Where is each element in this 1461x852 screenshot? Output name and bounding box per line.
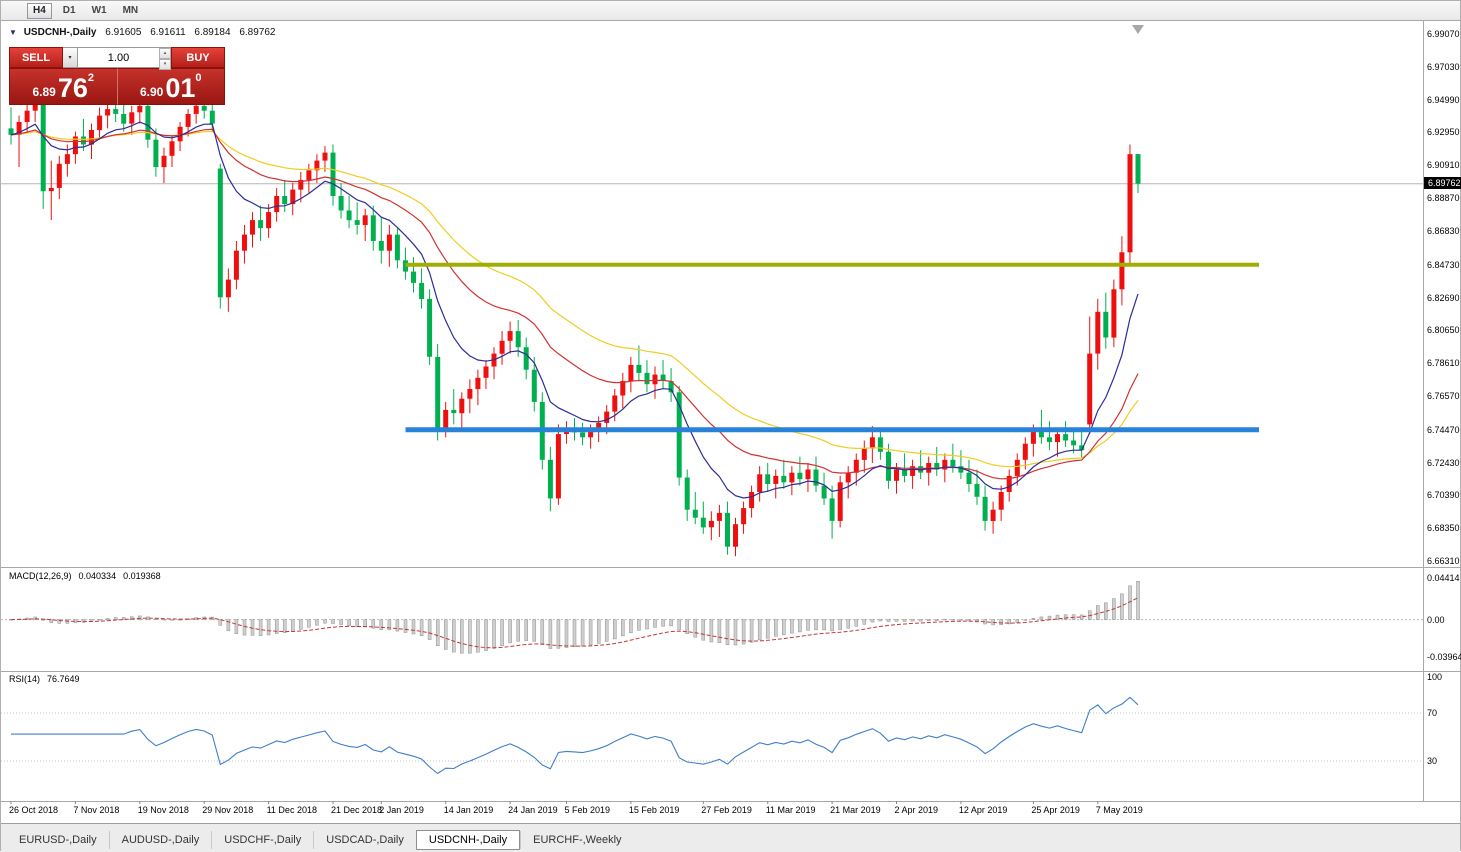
- chart-shift-marker-icon: [1132, 25, 1144, 34]
- chart-tab-eurusd-daily[interactable]: EURUSD-,Daily: [19, 834, 97, 846]
- sell-price-prefix: 6.89: [32, 85, 56, 99]
- one-click-trading-panel: SELL ▾ ▴ ▾ BUY 6.89 76 2 6.90 01 0: [9, 47, 225, 105]
- chart-title: ▼ USDCNH-,Daily 6.91605 6.91611 6.89184 …: [9, 27, 276, 38]
- chart-low-value: 6.89184: [194, 27, 231, 38]
- sell-price-sup: 2: [87, 72, 95, 84]
- one-click-collapse-icon[interactable]: ▼: [9, 28, 17, 37]
- rsi-value: 76.7649: [47, 674, 80, 684]
- chart-tab-bar: EURUSD-,Daily AUDUSD-,Daily USDCHF-,Daily U…: [1, 823, 1460, 852]
- volume-field-wrap: ▴ ▾: [78, 47, 171, 70]
- chart-tab-eurchf-weekly[interactable]: EURCHF-,Weekly: [520, 831, 633, 849]
- sell-price-big: 76: [57, 73, 88, 103]
- buy-price-button[interactable]: 6.90 01 0: [116, 68, 225, 105]
- macd-signal-value: 0.019368: [123, 571, 161, 581]
- price-panel-layer: [1, 25, 1423, 557]
- price-axis[interactable]: [1424, 21, 1461, 801]
- macd-panel-layer: [1, 581, 1423, 654]
- buy-price-big: 01: [165, 73, 196, 103]
- sell-button[interactable]: SELL: [9, 47, 63, 68]
- macd-main-value: 0.040334: [78, 571, 117, 581]
- chart-close-value: 6.89762: [239, 27, 276, 38]
- macd-signal-line: [10, 597, 1139, 649]
- date-axis[interactable]: [1, 802, 1423, 822]
- chart-tab-usdcnh-daily[interactable]: USDCNH-,Daily: [415, 830, 521, 850]
- volume-dropdown-button[interactable]: ▾: [63, 47, 78, 68]
- chart-tab-usdcad-daily[interactable]: USDCAD-,Daily: [313, 831, 416, 849]
- chart-tab-audusd-daily[interactable]: AUDUSD-,Daily: [108, 831, 212, 849]
- candles-layer: [8, 96, 1141, 557]
- chart-high-value: 6.91611: [150, 27, 186, 38]
- chart-tab-usdchf-daily[interactable]: USDCHF-,Daily: [211, 831, 313, 849]
- rsi-panel-layer: [1, 696, 1423, 775]
- timeframe-d1-button[interactable]: D1: [62, 4, 76, 16]
- volume-stepper-up[interactable]: ▴: [159, 48, 171, 59]
- buy-price-prefix: 6.90: [139, 85, 164, 99]
- timeframe-w1-button[interactable]: W1: [91, 4, 107, 16]
- chart-open-value: 6.91605: [105, 27, 142, 38]
- chart-symbol-label: USDCNH-,Daily: [23, 27, 97, 38]
- rsi-line: [11, 696, 1139, 775]
- timeframe-h4-button[interactable]: H4: [27, 2, 52, 19]
- buy-button[interactable]: BUY: [171, 47, 225, 68]
- macd-indicator-label: MACD(12,26,9) 0.040334 0.019368: [9, 571, 168, 581]
- volume-stepper-down[interactable]: ▾: [159, 59, 171, 70]
- volume-stepper: ▴ ▾: [159, 48, 171, 70]
- timeframe-toolbar: H4 D1 W1 MN: [1, 1, 1460, 20]
- sell-price-button[interactable]: 6.89 76 2: [9, 68, 117, 105]
- rsi-indicator-label: RSI(14) 76.7649: [9, 674, 87, 684]
- buy-price-sup: 0: [195, 72, 202, 84]
- macd-name: MACD(12,26,9): [9, 571, 72, 581]
- ma-slow-line: [10, 130, 1139, 468]
- timeframe-mn-button[interactable]: MN: [122, 4, 139, 16]
- volume-input[interactable]: [78, 48, 171, 68]
- ma-fast-line: [10, 121, 1139, 499]
- current-price-tag: 6.89762: [1424, 176, 1461, 189]
- chevron-down-icon: ▾: [68, 55, 72, 61]
- rsi-name: RSI(14): [9, 674, 41, 684]
